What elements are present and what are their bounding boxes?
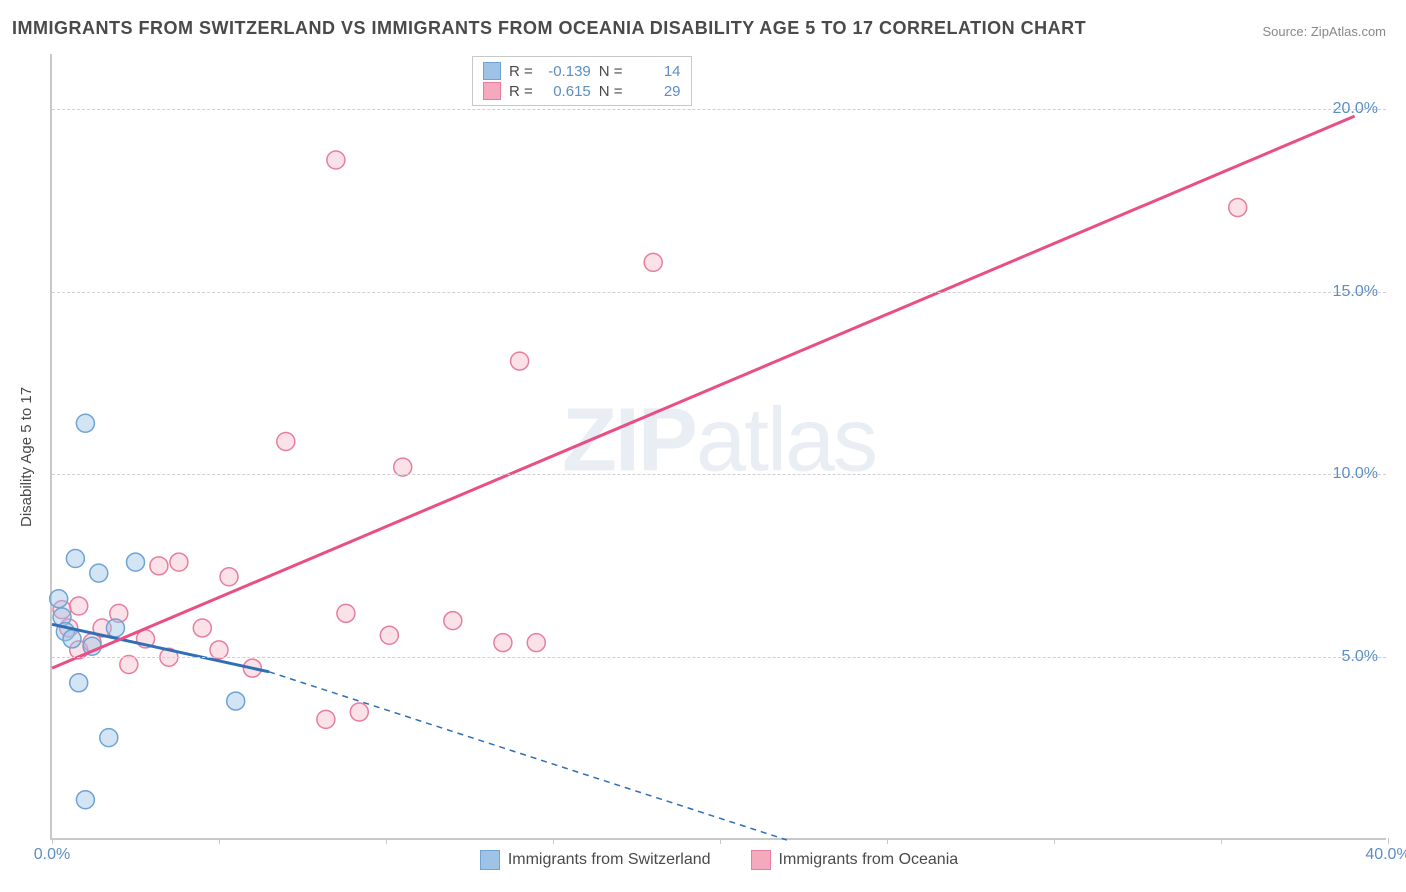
scatter-point <box>644 253 662 271</box>
legend-label-oceania: Immigrants from Oceania <box>779 851 959 869</box>
scatter-point <box>193 619 211 637</box>
x-tick <box>720 838 721 844</box>
x-tick-label: 0.0% <box>34 846 70 864</box>
x-tick <box>1054 838 1055 844</box>
y-tick-label: 5.0% <box>1342 648 1378 666</box>
scatter-point <box>444 612 462 630</box>
legend-label-switzerland: Immigrants from Switzerland <box>508 851 711 869</box>
scatter-point <box>527 634 545 652</box>
x-tick-label: 40.0% <box>1365 846 1406 864</box>
scatter-point <box>317 710 335 728</box>
x-tick <box>386 838 387 844</box>
scatter-point <box>106 619 124 637</box>
scatter-point <box>150 557 168 575</box>
chart-svg <box>52 54 1386 838</box>
scatter-point <box>220 568 238 586</box>
scatter-point <box>66 550 84 568</box>
grid-line <box>52 474 1386 475</box>
plot-area: ZIPatlas R = -0.139 N = 14 R = 0.615 N =… <box>50 54 1386 840</box>
x-tick <box>219 838 220 844</box>
scatter-point <box>327 151 345 169</box>
x-tick <box>553 838 554 844</box>
scatter-point <box>210 641 228 659</box>
scatter-point <box>227 692 245 710</box>
grid-line <box>52 109 1386 110</box>
grid-line <box>52 657 1386 658</box>
regression-line-dashed <box>269 672 787 840</box>
scatter-point <box>1229 199 1247 217</box>
scatter-point <box>120 656 138 674</box>
scatter-point <box>511 352 529 370</box>
scatter-point <box>90 564 108 582</box>
scatter-point <box>70 674 88 692</box>
legend-item-oceania: Immigrants from Oceania <box>751 850 959 870</box>
scatter-point <box>76 791 94 809</box>
legend-swatch-oceania <box>751 850 771 870</box>
legend-item-switzerland: Immigrants from Switzerland <box>480 850 711 870</box>
chart-title: IMMIGRANTS FROM SWITZERLAND VS IMMIGRANT… <box>12 18 1086 39</box>
scatter-point <box>380 626 398 644</box>
y-tick-label: 10.0% <box>1333 465 1378 483</box>
source-attribution: Source: ZipAtlas.com <box>1262 24 1386 39</box>
grid-line <box>52 292 1386 293</box>
x-tick <box>1221 838 1222 844</box>
regression-line <box>52 116 1355 668</box>
scatter-point <box>76 414 94 432</box>
y-axis-label: Disability Age 5 to 17 <box>18 387 35 527</box>
scatter-point <box>337 604 355 622</box>
chart-container: IMMIGRANTS FROM SWITZERLAND VS IMMIGRANT… <box>0 0 1406 892</box>
x-tick <box>887 838 888 844</box>
scatter-point <box>70 597 88 615</box>
y-tick-label: 15.0% <box>1333 283 1378 301</box>
scatter-point <box>170 553 188 571</box>
scatter-point <box>100 729 118 747</box>
x-tick <box>52 838 53 844</box>
x-tick <box>1388 838 1389 844</box>
scatter-point <box>494 634 512 652</box>
scatter-point <box>50 590 68 608</box>
scatter-point <box>277 433 295 451</box>
legend: Immigrants from Switzerland Immigrants f… <box>52 850 1386 870</box>
scatter-point <box>394 458 412 476</box>
scatter-point <box>127 553 145 571</box>
y-tick-label: 20.0% <box>1333 100 1378 118</box>
scatter-point <box>350 703 368 721</box>
legend-swatch-switzerland <box>480 850 500 870</box>
scatter-point <box>63 630 81 648</box>
